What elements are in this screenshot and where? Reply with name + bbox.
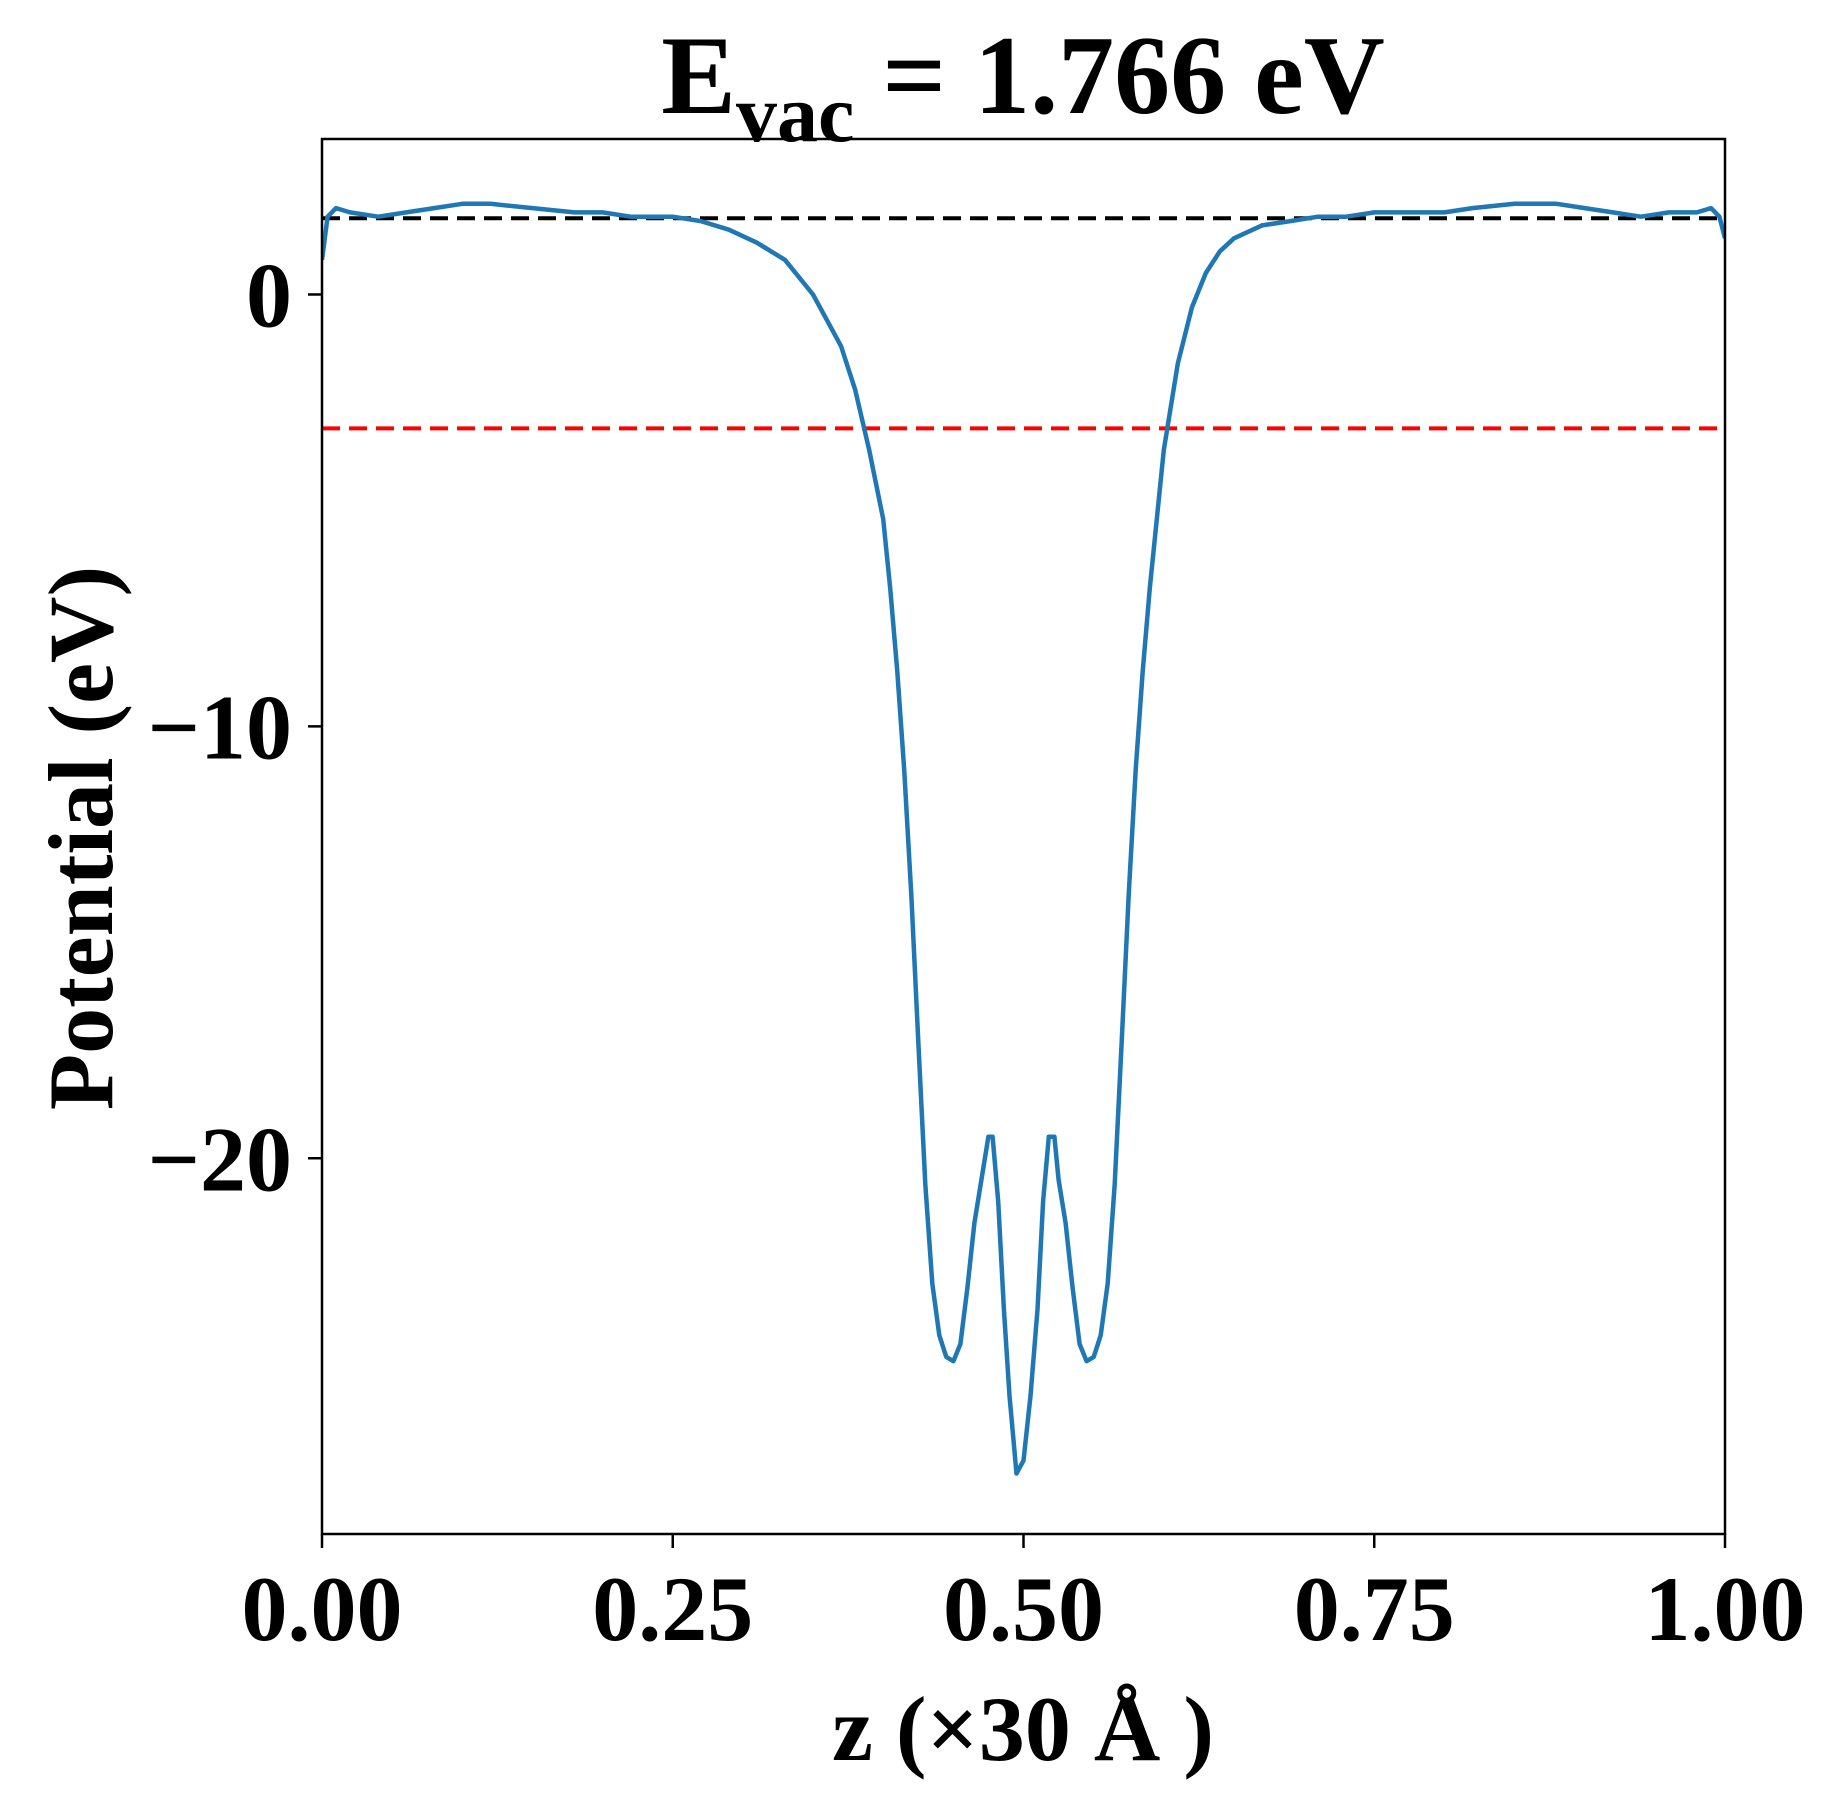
chart-title: Evac = 1.766 eV <box>661 14 1385 159</box>
x-tick-label-3: 0.75 <box>1294 1558 1455 1660</box>
y-tick-label-2: −20 <box>148 1108 292 1210</box>
y-axis-label: Potential (eV) <box>30 566 132 1110</box>
x-axis-label: z (×30 Å ) <box>832 1678 1214 1780</box>
series-line-1 <box>322 201 1725 1476</box>
y-tick-label-0: 0 <box>246 244 292 346</box>
chart-title-text: Evac = 1.766 eV <box>661 14 1385 159</box>
x-tick-label-1: 0.25 <box>592 1558 753 1660</box>
x-tick-label-0: 0.00 <box>242 1558 403 1660</box>
title-subscript: vac <box>736 68 854 159</box>
x-tick-label-2: 0.50 <box>943 1558 1104 1660</box>
title-rest: = 1.766 eV <box>854 14 1384 138</box>
axis-ticks: 0.00 0.25 0.50 0.75 1.00 0 −10 −20 <box>148 244 1806 1660</box>
plot-frame <box>320 137 1727 1536</box>
plot-area <box>320 137 1727 1536</box>
title-main: E <box>661 14 736 138</box>
y-tick-label-1: −10 <box>148 676 292 778</box>
x-tick-label-4: 1.00 <box>1645 1558 1806 1660</box>
